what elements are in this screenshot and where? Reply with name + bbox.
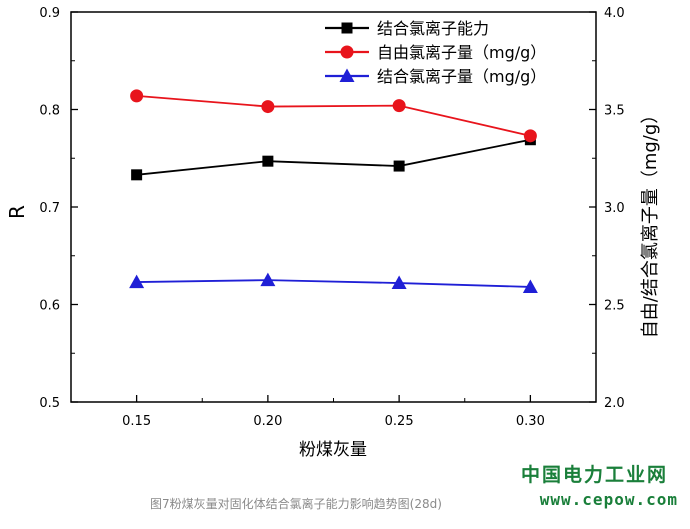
y-right-tick-label: 2.0 [604,396,625,411]
data-point-1 [262,155,274,167]
y-left-tick-label: 0.7 [39,201,60,216]
data-point-2 [523,129,537,143]
x-axis-label: 粉煤灰量 [299,440,367,460]
watermark-site-name: 中国电力工业网 [520,464,668,486]
y-right-tick-label: 3.5 [604,104,625,119]
data-point-3 [391,275,407,290]
data-point-1 [131,169,143,181]
legend-marker [341,22,353,34]
x-tick-label: 0.15 [122,414,151,429]
legend-marker [340,45,354,59]
x-tick-label: 0.20 [253,414,282,429]
legend-label: 结合氯离子量（mg/g） [377,67,546,86]
data-point-2 [392,99,406,113]
legend-label: 自由氯离子量（mg/g） [377,43,546,62]
series-layer [129,89,538,293]
y-right-tick-label: 3.0 [604,201,625,216]
x-tick-label: 0.30 [516,414,545,429]
series-line-3 [136,279,531,288]
data-point-3 [129,274,145,289]
legend-label: 结合氯离子能力 [377,19,489,38]
y-right-tick-label: 4.0 [604,6,625,21]
data-point-2 [130,89,144,103]
y-left-tick-label: 0.5 [39,396,60,411]
legend-marker [339,68,355,82]
y-axis-right-label: 自由/结合氯离子量（mg/g） [640,106,661,339]
y-axis-left-label: R [5,205,29,219]
data-point-3 [522,279,538,293]
x-tick-label: 0.25 [385,414,414,429]
y-left-tick-label: 0.6 [39,299,60,314]
data-point-2 [261,100,275,114]
y-left-tick-label: 0.9 [39,6,60,21]
axis-ticks: 0.15 0.20 0.25 0.30 0.5 0.6 0.7 0.8 0.9 2.0 2.5 3.0… [39,6,624,429]
series-line-1 [136,138,531,176]
data-point-3 [260,272,276,287]
data-point-1 [393,160,405,172]
series-line-2 [136,94,531,137]
y-right-tick-label: 2.5 [604,299,625,314]
watermark-url: www.cepow.com [539,490,678,509]
figure-caption: 图7粉煤灰量对固化体结合氯离子能力影响趋势图(28d) [150,497,442,511]
y-left-tick-label: 0.8 [39,104,60,119]
